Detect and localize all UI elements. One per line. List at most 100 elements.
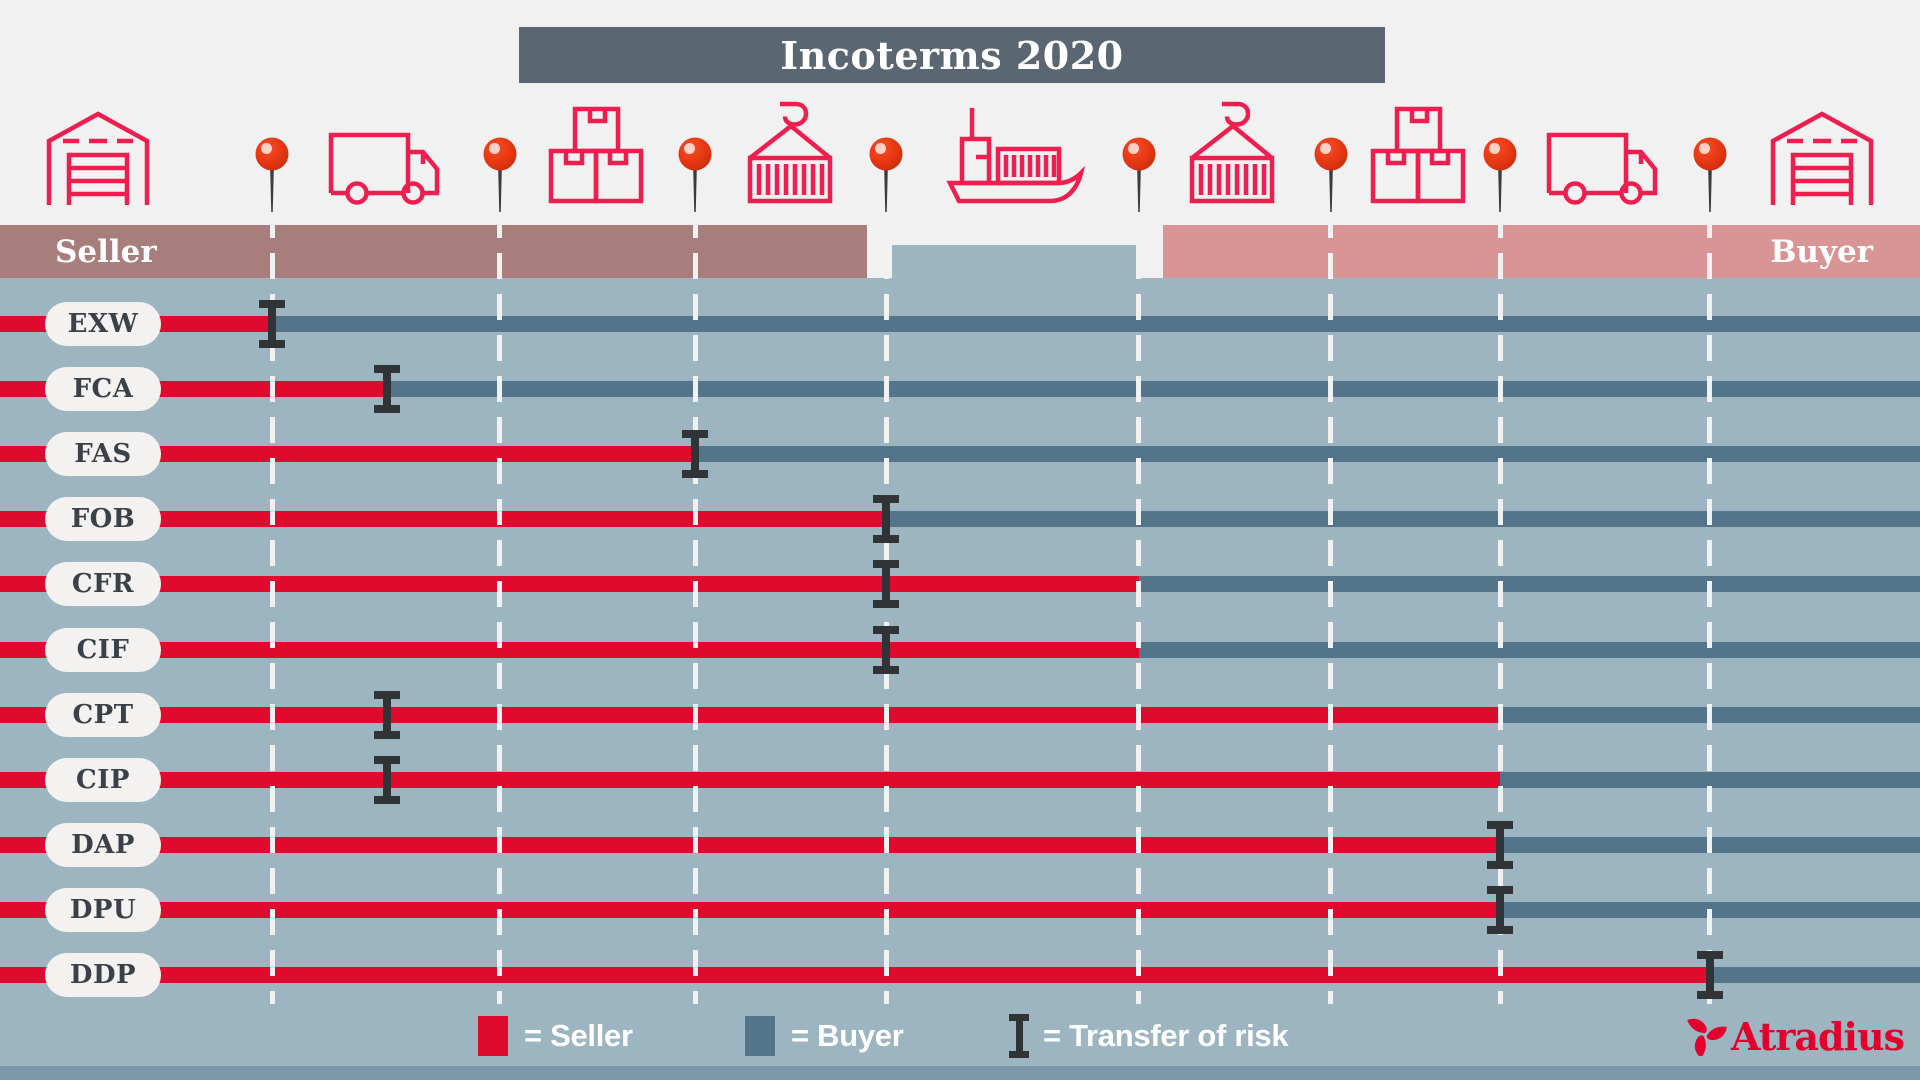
buyer-band-label: Buyer — [1770, 233, 1873, 270]
marker-cap — [1487, 925, 1514, 934]
legend-buyer-swatch — [745, 1016, 775, 1056]
incoterm-label-pill: CIF — [45, 627, 161, 672]
marker-cap — [259, 340, 286, 348]
marker-cap — [873, 600, 900, 609]
marker-cap — [1487, 885, 1514, 894]
brand-logo: Atradius — [1683, 1012, 1905, 1060]
buyer-risk-bar — [1138, 576, 1920, 593]
boxes-icon — [1368, 105, 1468, 209]
map-pin-icon — [1480, 136, 1520, 216]
risk-point-line — [1707, 212, 1713, 1004]
buyer-risk-bar — [272, 316, 1920, 332]
truck-icon — [327, 127, 445, 209]
marker-cap — [873, 495, 900, 504]
buyer-band: Buyer — [1163, 225, 1920, 278]
legend-label: = Seller — [524, 1018, 633, 1053]
transfer-of-risk-marker — [1696, 951, 1723, 999]
legend-seller-swatch — [478, 1016, 508, 1056]
risk-point-line — [1328, 212, 1334, 1004]
marker-stem — [383, 373, 392, 406]
warehouse-icon — [42, 109, 154, 209]
transfer-of-risk-marker — [873, 495, 900, 544]
incoterm-label-pill: CPT — [45, 692, 161, 737]
footer-strip — [0, 1066, 1920, 1080]
seller-risk-bar — [0, 641, 1139, 658]
marker-cap — [1696, 991, 1723, 999]
transfer-of-risk-marker — [259, 300, 286, 348]
marker-cap — [1487, 860, 1514, 869]
incoterm-label-pill: FAS — [45, 432, 161, 477]
map-pin-icon — [1311, 136, 1351, 216]
buyer-risk-bar — [387, 381, 1920, 398]
incoterm-label-pill: EXW — [45, 302, 161, 346]
boxes-icon — [546, 105, 646, 209]
seller-risk-bar — [0, 706, 1501, 723]
chart-background — [0, 278, 1920, 1080]
seller-band: Seller — [0, 225, 867, 278]
map-pin-icon — [1690, 136, 1730, 216]
seller-risk-bar — [0, 771, 1501, 788]
atradius-mark-icon — [1683, 1012, 1727, 1060]
map-pin-icon — [1119, 136, 1159, 216]
marker-cap — [374, 690, 401, 699]
map-pin-icon — [480, 136, 520, 216]
legend-ibeam-stem — [1015, 1021, 1023, 1051]
incoterm-label-pill: CFR — [45, 562, 161, 607]
buyer-risk-bar — [695, 446, 1920, 463]
marker-cap — [1696, 951, 1723, 959]
marker-cap — [374, 795, 401, 804]
buyer-risk-bar — [1709, 967, 1920, 983]
marker-cap — [1487, 820, 1514, 829]
risk-point-line — [1136, 212, 1142, 1004]
container-crane-icon — [740, 101, 840, 209]
marker-cap — [374, 755, 401, 764]
transfer-of-risk-marker — [374, 365, 401, 414]
marker-cap — [374, 405, 401, 414]
incoterm-label-pill: DDP — [45, 953, 161, 997]
risk-point-line — [692, 212, 698, 1004]
buyer-risk-bar — [1138, 641, 1920, 658]
marker-stem — [1496, 828, 1505, 861]
marker-stem — [691, 438, 700, 471]
marker-stem — [882, 503, 891, 536]
warehouse-icon — [1766, 109, 1878, 209]
transfer-of-risk-marker — [374, 755, 401, 804]
seller-band-label: Seller — [55, 233, 157, 270]
seller-risk-bar — [0, 511, 887, 528]
marker-stem — [882, 568, 891, 601]
marker-cap — [873, 625, 900, 634]
incoterm-label-pill: FCA — [45, 367, 161, 412]
map-pin-icon — [252, 136, 292, 216]
seller-risk-bar — [0, 836, 1501, 853]
marker-cap — [259, 300, 286, 308]
mid-transit-block — [892, 245, 1136, 278]
page-title: Incoterms 2020 — [780, 32, 1124, 78]
incoterm-label-pill: DAP — [45, 822, 161, 867]
legend-ibeam-cap — [1009, 1014, 1029, 1021]
transfer-of-risk-marker — [1487, 885, 1514, 934]
seller-risk-bar — [0, 576, 1139, 593]
transfer-of-risk-marker — [1487, 820, 1514, 869]
legend-label: = Transfer of risk — [1043, 1018, 1289, 1053]
seller-risk-bar — [0, 901, 1501, 918]
title-box: Incoterms 2020 — [519, 27, 1385, 83]
transfer-of-risk-marker — [682, 430, 709, 479]
transfer-of-risk-marker — [873, 625, 900, 674]
transfer-of-risk-marker — [873, 560, 900, 609]
legend-label: = Buyer — [791, 1018, 904, 1053]
marker-stem — [882, 633, 891, 666]
marker-stem — [383, 763, 392, 796]
incoterm-label-pill: CIP — [45, 757, 161, 802]
risk-point-line — [269, 212, 275, 1004]
marker-cap — [682, 430, 709, 439]
transfer-of-risk-marker — [374, 690, 401, 739]
incoterm-label-pill: DPU — [45, 887, 161, 932]
marker-stem — [383, 698, 392, 731]
marker-cap — [873, 665, 900, 674]
marker-cap — [374, 365, 401, 374]
seller-risk-bar — [0, 446, 696, 463]
map-pin-icon — [675, 136, 715, 216]
marker-cap — [873, 535, 900, 544]
marker-stem — [268, 308, 277, 340]
